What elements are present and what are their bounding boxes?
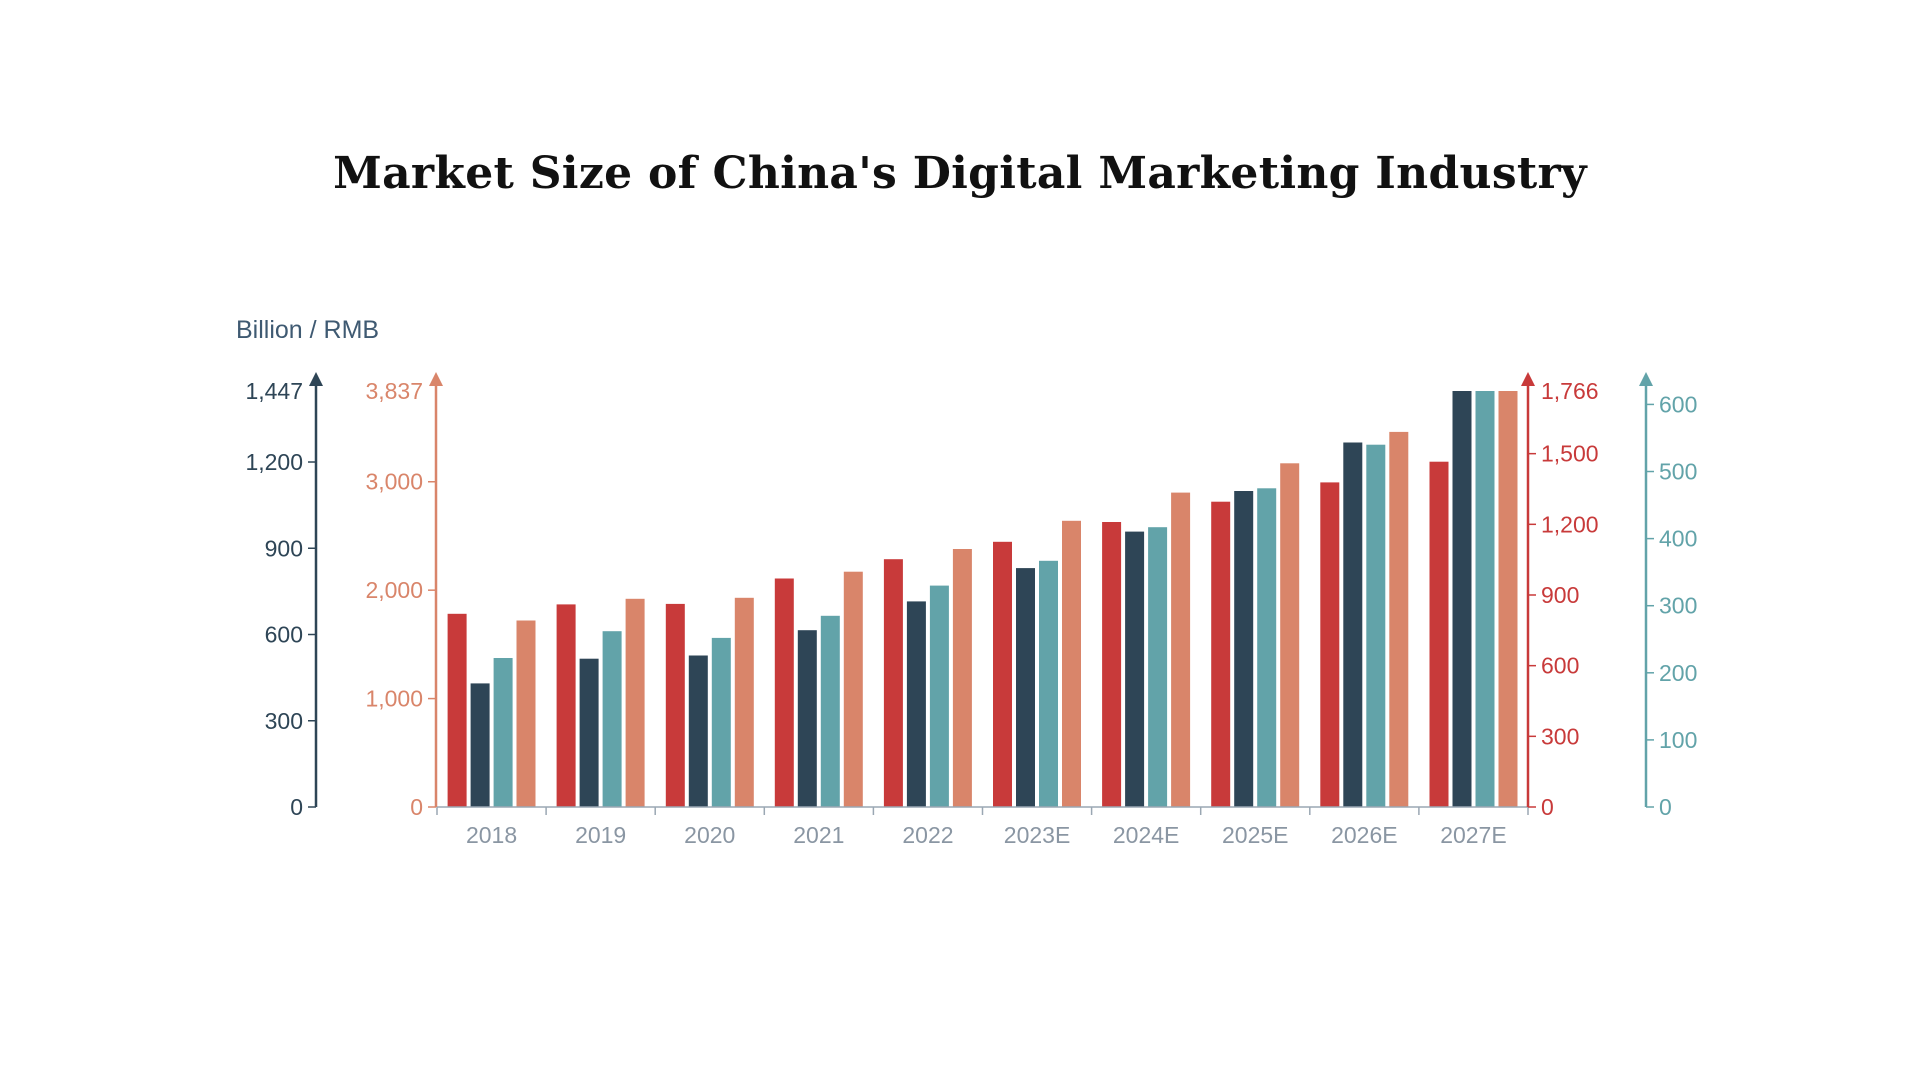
bar-2026E-series-4 (1389, 431, 1409, 807)
axis-tick-label: 2,000 (365, 577, 423, 603)
bar-2019-series-3 (602, 631, 622, 807)
axis-tick-label: 600 (1659, 391, 1697, 417)
bar-2024E-series-2 (1125, 531, 1145, 807)
bar-2021-series-3 (820, 615, 840, 807)
axis-tick-label: 200 (1659, 660, 1697, 686)
bar-2024E-series-3 (1148, 527, 1168, 807)
bar-2018-series-3 (493, 658, 513, 807)
category-label: 2021 (793, 822, 844, 848)
category-label: 2018 (466, 822, 517, 848)
category-label: 2022 (902, 822, 953, 848)
axis-tick-label: 1,500 (1541, 441, 1599, 467)
axis-arrow-icon (429, 372, 443, 386)
bar-2027E-series-2 (1452, 391, 1472, 807)
category-label: 2019 (575, 822, 626, 848)
axis-tick-label: 1,200 (1541, 511, 1599, 537)
bar-2021-series-4 (843, 571, 863, 807)
axis-tick-label: 100 (1659, 727, 1697, 753)
bar-2023E-series-3 (1039, 560, 1058, 807)
axis-arrow-icon (309, 372, 323, 386)
bar-2020-series-2 (688, 655, 708, 807)
category-label: 2026E (1331, 822, 1398, 848)
bar-2023E-series-4 (1062, 520, 1081, 807)
category-label: 2023E (1004, 822, 1071, 848)
bar-2018-series-2 (470, 683, 490, 807)
axis-tick-label: 900 (265, 535, 303, 561)
axis-tick-label: 300 (1659, 593, 1697, 619)
chart-title: Market Size of China's Digital Marketing… (333, 148, 1587, 199)
bar-2025E-series-1 (1211, 501, 1231, 807)
bar-2020-series-1 (665, 603, 685, 807)
axis-tick-label: 400 (1659, 526, 1697, 552)
axis-tick-label: 1,000 (365, 686, 423, 712)
axis-tick-label: 600 (265, 622, 303, 648)
bar-2027E-series-4 (1498, 391, 1518, 807)
bar-2025E-series-4 (1280, 463, 1300, 807)
axis-tick-label: 3,000 (365, 469, 423, 495)
bar-2023E-series-2 (1016, 568, 1035, 807)
bar-2027E-series-3 (1475, 391, 1495, 807)
axis-tick-label: 300 (265, 708, 303, 734)
unit-label: Billion / RMB (236, 316, 380, 344)
axis-tick-label: 300 (1541, 723, 1579, 749)
axis-arrow-icon (1521, 372, 1535, 386)
axis-tick-label: 1,200 (245, 449, 303, 475)
bar-2019-series-1 (556, 604, 576, 807)
axis-max-label: 3,837 (365, 378, 423, 404)
bar-2023E-series-1 (993, 541, 1012, 807)
bar-2019-series-4 (625, 598, 645, 807)
axis-tick-label: 0 (410, 794, 423, 820)
bar-2026E-series-3 (1366, 444, 1386, 807)
bar-2024E-series-4 (1171, 492, 1191, 807)
axis-tick-label: 0 (290, 794, 303, 820)
bar-2022-series-1 (883, 559, 903, 807)
bar-2022-series-4 (952, 549, 972, 807)
bar-2022-series-3 (929, 585, 949, 807)
axis-tick-label: 900 (1541, 582, 1579, 608)
bar-2018-series-4 (516, 620, 536, 807)
axis-arrow-icon (1639, 372, 1653, 386)
bar-2025E-series-2 (1234, 491, 1254, 807)
category-label: 2020 (684, 822, 735, 848)
bar-2026E-series-2 (1343, 442, 1363, 807)
bar-2020-series-4 (734, 597, 754, 807)
axes-layer: 2018 2019 2020 2021 2022 2023E 2024E 2025E 2026E… (245, 372, 1697, 848)
axis-tick-label: 0 (1541, 794, 1554, 820)
axis-max-label: 1,766 (1541, 378, 1599, 404)
bar-2025E-series-3 (1257, 488, 1277, 807)
bar-2024E-series-1 (1102, 522, 1122, 807)
bars-layer (447, 391, 1518, 807)
axis-tick-label: 600 (1541, 653, 1579, 679)
axis-tick-label: 0 (1659, 794, 1672, 820)
category-label: 2027E (1440, 822, 1507, 848)
category-label: 2024E (1113, 822, 1180, 848)
bar-2022-series-2 (906, 601, 926, 807)
bar-2021-series-2 (797, 630, 817, 807)
bar-2026E-series-1 (1320, 482, 1340, 807)
axis-tick-label: 500 (1659, 459, 1697, 485)
axis-max-label: 1,447 (245, 378, 303, 404)
bar-2021-series-1 (774, 578, 794, 807)
bar-2019-series-2 (579, 658, 599, 807)
category-label: 2025E (1222, 822, 1289, 848)
bar-2018-series-1 (447, 613, 467, 807)
bar-2027E-series-1 (1429, 461, 1449, 807)
bar-2020-series-3 (711, 637, 731, 807)
